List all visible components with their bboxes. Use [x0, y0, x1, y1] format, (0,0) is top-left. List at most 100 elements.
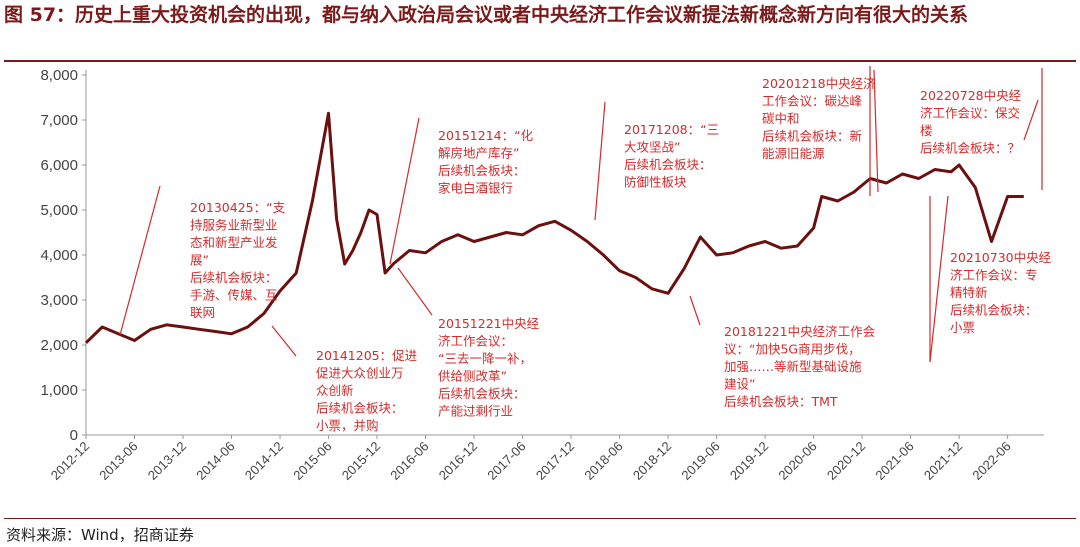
- annotation-text: 20171208：“三大攻坚战” 后续机会板块： 防御性板块: [624, 122, 719, 190]
- annotation-line: 后续机会板块：: [190, 270, 278, 285]
- annotation-line: “三去一降一补，: [438, 351, 532, 366]
- annotation-leader-line: [689, 295, 701, 326]
- annotation-line: 20220728中央经: [920, 88, 1022, 103]
- x-tick-label: 2020-12: [824, 439, 868, 483]
- y-tick-label: 8,000: [40, 67, 78, 84]
- annotation-leader-line: [873, 69, 879, 193]
- annotation-line: 20130425：“支: [190, 200, 286, 215]
- annotation-leader-line: [397, 267, 433, 316]
- annotation-line: 后续机会板块：？: [920, 141, 1020, 156]
- annotation-line: 20171208：“三: [624, 122, 719, 137]
- annotation-leader-line: [594, 101, 606, 221]
- page-title: 图 57：历史上重大投资机会的出现，都与纳入政治局会议或者中央经济工作会议新提法…: [4, 4, 969, 26]
- series-line: [84, 111, 1024, 344]
- y-tick-label: 7,000: [40, 112, 78, 129]
- annotation-line: 防御性板块: [624, 175, 687, 190]
- annotation-line: 后续机会板块：: [438, 163, 526, 178]
- annotation-line: 大攻坚战”: [624, 140, 680, 155]
- annotation-line: 建设”: [724, 377, 755, 392]
- x-tick-label: 2021-06: [872, 439, 916, 483]
- annotation-line: 后续机会板块：: [624, 157, 712, 172]
- x-tick-label: 2014-12: [242, 439, 286, 483]
- y-tick-label: 0: [70, 427, 78, 444]
- annotation-line: 济工作会议：专: [950, 268, 1038, 283]
- annotation-leader-line: [271, 325, 297, 357]
- x-tick-label: 2015-12: [339, 439, 383, 483]
- annotation-line: 后续机会板块：: [316, 401, 404, 416]
- title-underline: [4, 60, 1076, 62]
- x-tick-label: 2015-06: [290, 439, 334, 483]
- annotation-line: 20181221中央经济工作会: [724, 324, 876, 339]
- annotation-line: 小票，并购: [316, 418, 379, 433]
- x-tick-label: 2022-06: [969, 439, 1013, 483]
- annotation-line: 20151221中央经: [438, 316, 540, 331]
- annotation-line: 展”: [190, 253, 209, 268]
- x-tick-label: 2014-06: [193, 439, 237, 483]
- annotation-line: 后续机会板块：TMT: [724, 394, 838, 409]
- annotation-leader-line: [1023, 99, 1039, 141]
- x-tick-label: 2019-12: [727, 439, 771, 483]
- annotation-line: 解房地产库存”: [438, 146, 519, 161]
- x-tick-label: 2021-12: [921, 439, 965, 483]
- annotation-layer: 20130425：“支持服务业新型业态和新型产业发展” 后续机会板块： 手游、传媒、…: [119, 66, 1052, 433]
- annotation-line: 济工作会议：: [438, 334, 513, 349]
- annotation-line: 济工作会议：保交: [920, 106, 1020, 121]
- annotation-text: 20201218中央经济工作会议：碳达峰碳中和后续机会板块：新能源旧能源: [762, 76, 876, 161]
- annotation-line: 碳中和: [762, 111, 800, 126]
- y-tick-label: 4,000: [40, 247, 78, 264]
- annotation-line: 楼: [920, 123, 933, 138]
- annotation-line: 产能过剩行业: [438, 404, 513, 419]
- annotation-line: 小票: [950, 320, 975, 335]
- x-tick-label: 2017-06: [484, 439, 528, 483]
- x-tick-label: 2016-06: [387, 439, 431, 483]
- y-tick-label: 5,000: [40, 202, 78, 219]
- x-tick-label: 2012-12: [48, 439, 92, 483]
- annotation-line: 20151214：“化: [438, 128, 534, 143]
- annotation-text: 20151221中央经济工作会议： “三去一降一补， 供给侧改革” 后续机会板块： 产能…: [438, 316, 540, 419]
- annotation-line: 众创新: [316, 383, 354, 398]
- x-tick-label: 2017-12: [533, 439, 577, 483]
- annotation-line: 态和新型产业发: [190, 235, 278, 250]
- x-tick-label: 2019-06: [678, 439, 722, 483]
- x-tick-label: 2013-12: [145, 439, 189, 483]
- annotation-line: 20141205：促进: [316, 348, 418, 363]
- annotation-line: 20201218中央经济: [762, 76, 876, 91]
- y-tick-label: 2,000: [40, 337, 78, 354]
- x-tick-label: 2013-06: [96, 439, 140, 483]
- annotation-line: 议：“加快5G商用步伐，: [724, 342, 861, 357]
- annotation-line: 后续机会板块：新: [762, 129, 862, 144]
- footer-rule: [4, 518, 1076, 519]
- annotation-text: 20130425：“支持服务业新型业态和新型产业发展” 后续机会板块： 手游、传媒、…: [190, 200, 286, 320]
- x-tick-label: 2018-12: [630, 439, 674, 483]
- annotation-line: 家电白酒银行: [438, 181, 513, 196]
- annotation-text: 20141205：促进促进大众创业万众创新后续机会板块： 小票，并购: [316, 348, 418, 433]
- annotation-text: 20210730中央经济工作会议：专精特新后续机会板块： 小票: [950, 250, 1052, 335]
- annotation-leader-line: [929, 195, 949, 363]
- annotation-line: 精特新: [950, 285, 988, 300]
- annotation-line: 20210730中央经: [950, 250, 1052, 265]
- annotation-line: 后续机会板块：: [438, 386, 526, 401]
- annotation-line: 促进大众创业万: [316, 366, 404, 381]
- annotation-text: 20151214：“化解房地产库存” 后续机会板块： 家电白酒银行: [438, 128, 534, 196]
- y-tick-label: 1,000: [40, 382, 78, 399]
- annotation-line: 联网: [190, 305, 215, 320]
- annotation-line: 后续机会板块：: [950, 303, 1038, 318]
- annotation-text: 20220728中央经济工作会议：保交楼后续机会板块：？: [920, 88, 1022, 156]
- x-tick-label: 2016-12: [436, 439, 480, 483]
- annotation-line: 能源旧能源: [762, 146, 825, 161]
- y-tick-label: 6,000: [40, 157, 78, 174]
- annotation-line: 供给侧改革”: [438, 369, 507, 384]
- y-tick-label: 3,000: [40, 292, 78, 309]
- annotation-line: 加强……等新型基础设施: [724, 359, 862, 374]
- annotation-line: 手游、传媒、互: [190, 288, 278, 303]
- x-axis: 2012-12 2013-06 2013-12 2014-06 2014-12 2015-…: [48, 434, 1044, 483]
- series-layer: [84, 111, 1024, 344]
- annotation-line: 持服务业新型业: [190, 218, 278, 233]
- annotation-text: 20181221中央经济工作会议：“加快5G商用步伐， 加强……等新型基础设施建设…: [724, 324, 876, 409]
- annotation-line: 工作会议：碳达峰: [762, 94, 863, 109]
- annotation-leader-line: [389, 117, 420, 265]
- x-tick-label: 2018-06: [581, 439, 625, 483]
- annotation-leader-line: [119, 185, 161, 336]
- source-note: 资料来源：Wind，招商证券: [6, 526, 194, 544]
